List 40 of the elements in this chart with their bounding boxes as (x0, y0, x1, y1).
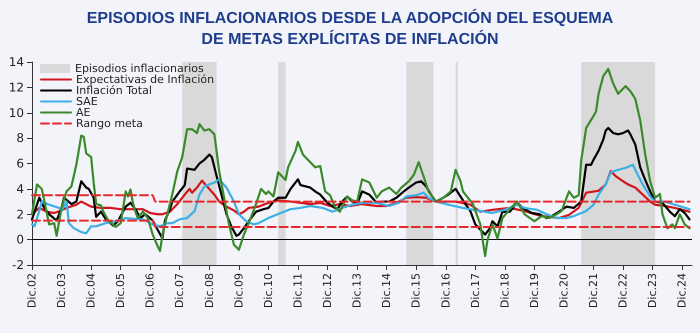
x-tick-label: Dic.06 (144, 273, 157, 308)
x-tick-label: Dic.12 (321, 273, 334, 308)
x-tick-label: Dic.23 (646, 273, 660, 308)
legend-label: Rango meta (76, 117, 143, 130)
y-tick-label: 6 (16, 156, 24, 170)
y-tick-label: 10 (8, 106, 24, 120)
y-tick-label: 8 (16, 131, 24, 146)
x-tick-label: Dic.24 (676, 273, 689, 308)
chart-title: EPISODIOS INFLACIONARIOS DESDE LA ADOPCIÓN DEL ESQUEMA DE METAS EXPLÍCITAS DE INFLACIÓN (86, 8, 614, 48)
x-tick-label: Dic.05 (114, 273, 128, 308)
x-tick-label: Dic.17 (468, 273, 482, 308)
x-tick-label: Dic.22 (616, 273, 630, 308)
x-tick-label: Dic.20 (557, 273, 570, 308)
x-tick-label: Dic.18 (498, 273, 512, 308)
x-tick-label: Dic.19 (528, 273, 541, 308)
x-tick-label: Dic.13 (350, 273, 364, 308)
y-tick-label: 12 (8, 80, 24, 94)
x-tick-label: Dic.15 (410, 273, 423, 308)
x-tick-label: Dic.10 (262, 273, 275, 308)
x-tick-label: Dic.02 (26, 273, 38, 308)
x-tick-label: Dic.08 (202, 273, 216, 308)
x-tick-label: Dic.14 (380, 273, 394, 308)
legend-label: Expectativas de Inflación (76, 73, 214, 86)
y-tick-label: -2 (12, 258, 24, 272)
line-series (30, 164, 691, 234)
x-tick-label: Dic.16 (439, 273, 452, 308)
legend-label: Inflación Total (76, 84, 152, 97)
x-tick-label: Dic.21 (587, 273, 600, 308)
y-tick-label: 2 (16, 207, 24, 222)
legend-label: AE (76, 106, 91, 119)
y-tick-label: 0 (16, 232, 24, 247)
x-tick-label: Dic.07 (173, 273, 186, 308)
x-tick-label: Dic.04 (84, 273, 98, 308)
legend-label: SAE (76, 95, 98, 108)
x-tick-label: Dic.03 (55, 273, 68, 308)
x-tick-label: Dic.11 (291, 273, 304, 308)
y-tick-label: 4 (16, 182, 24, 196)
y-tick-label: 14 (8, 55, 24, 69)
band-label: Episodios inflacionarios (75, 62, 204, 75)
x-tick-label: Dic.09 (232, 273, 246, 308)
